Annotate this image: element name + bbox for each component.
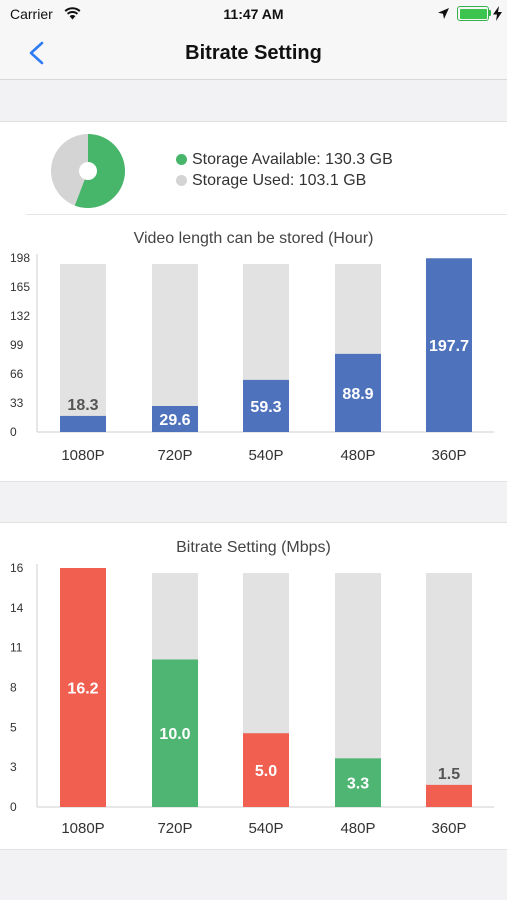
legend-item-used: Storage Used: 103.1 GB [176,170,393,191]
video-y-tick-label: 198 [10,251,30,265]
bitrate-category-label: 1080P [61,820,104,837]
bitrate-value-label: 16.2 [67,681,98,698]
bitrate-value-label: 3.3 [347,776,369,793]
video-value-label: 18.3 [67,397,98,414]
video-bar-track [152,264,198,432]
bitrate-bar-track [426,573,472,807]
video-y-tick-label: 66 [10,367,24,381]
bitrate-y-tick-label: 3 [10,760,17,774]
video-value-label: 29.6 [159,412,190,429]
bitrate-value-label: 1.5 [438,766,460,783]
bitrate-bar-1080P[interactable] [60,568,106,807]
bitrate-category-label: 720P [157,820,192,837]
bitrate-value-label: 5.0 [255,763,277,780]
storage-pie-chart [51,134,125,208]
status-bar: Carrier 11:47 AM [0,0,507,28]
bitrate-chart: 0 3 5 8 11 14 16 16.2 1080P 10.0 720P 5.0 540P 3.3 480… [10,561,494,837]
page-title: Bitrate Setting [185,42,322,64]
legend-label-used: Storage Used: 103.1 GB [192,171,367,189]
video-y-tick-label: 33 [10,396,24,410]
battery-tip [489,10,491,16]
charging-bolt-icon [493,6,502,21]
storage-legend: Storage Available: 130.3 GB Storage Used… [176,149,393,191]
video-y-tick-label: 165 [10,280,30,294]
bitrate-category-label: 480P [340,820,375,837]
available-dot [176,154,187,165]
bitrate-chart-title: Bitrate Setting (Mbps) [176,539,331,556]
clock: 11:47 AM [223,6,284,22]
bitrate-value-label: 10.0 [159,726,190,743]
video-category-label: 1080P [61,447,104,464]
battery-icon [457,6,489,21]
video-length-chart: 0 33 66 99 132 165 198 18.3 1080P 29.6 720P 59.3 540… [10,251,494,464]
video-value-label: 59.3 [250,399,281,416]
bitrate-y-tick-label: 14 [10,601,24,615]
divider [26,214,507,215]
video-bar-480P[interactable] [335,353,381,432]
bitrate-card: Bitrate Setting (Mbps) 0 3 5 8 11 14 16 16.2 108… [0,522,507,850]
legend-item-available: Storage Available: 130.3 GB [176,149,393,170]
video-y-tick-label: 99 [10,338,24,352]
video-bar-540P[interactable] [243,379,289,432]
carrier-label: Carrier [10,6,53,22]
video-bar-track [60,264,106,432]
video-bar-360P[interactable] [426,258,472,432]
back-chevron-icon[interactable] [24,40,54,70]
video-category-label: 720P [157,447,192,464]
bitrate-y-tick-label: 16 [10,561,24,575]
video-bar-1080P[interactable] [60,415,106,432]
bitrate-y-tick-label: 5 [10,720,17,734]
video-category-label: 360P [431,447,466,464]
legend-label-available: Storage Available: 130.3 GB [192,150,393,168]
bitrate-y-tick-label: 0 [10,800,17,814]
video-chart-title: Video length can be stored (Hour) [133,230,374,247]
video-value-label: 197.7 [429,338,469,355]
bitrate-category-label: 360P [431,820,466,837]
bitrate-category-label: 540P [248,820,283,837]
bitrate-bar-720P[interactable] [152,659,198,807]
video-y-tick-label: 132 [10,309,30,323]
pie-slice-available [74,134,125,208]
location-arrow-icon [438,8,449,19]
bitrate-bar-480P[interactable] [335,758,381,807]
video-value-label: 88.9 [342,386,373,403]
pie-hole [79,162,97,180]
bitrate-y-tick-label: 11 [10,641,23,655]
navigation-bar: Bitrate Setting [0,28,507,80]
video-bar-720P[interactable] [152,405,198,432]
storage-card: Storage Available: 130.3 GB Storage Used… [0,121,507,482]
used-dot [176,175,187,186]
video-category-label: 540P [248,447,283,464]
video-category-label: 480P [340,447,375,464]
wifi-icon [64,7,81,20]
video-y-tick-label: 0 [10,425,17,439]
bitrate-bar-360P[interactable] [426,784,472,807]
bitrate-y-tick-label: 8 [10,681,17,695]
bitrate-bar-540P[interactable] [243,733,289,807]
